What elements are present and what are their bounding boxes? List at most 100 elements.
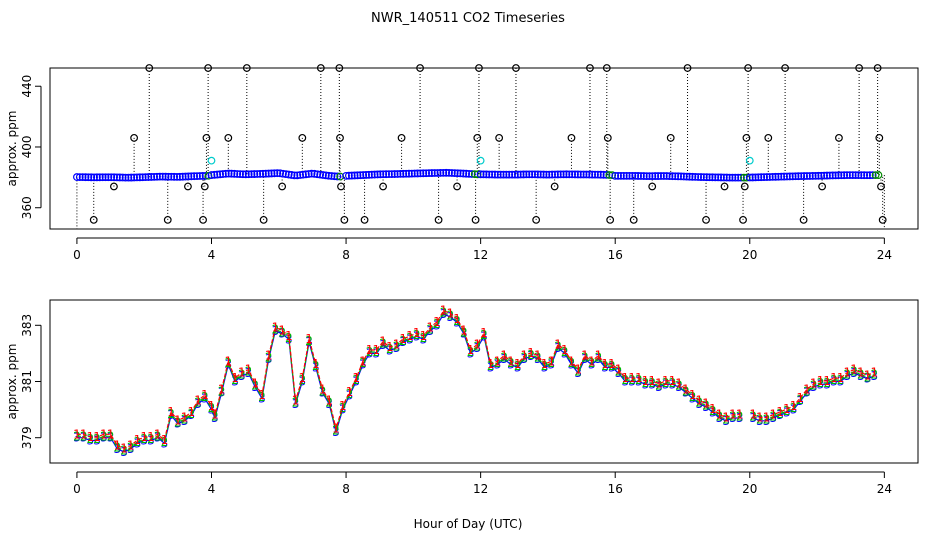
outlier-point <box>835 133 843 142</box>
series-1-point: 1 <box>642 374 650 388</box>
series-2-point: 2 <box>796 393 804 407</box>
data-point <box>78 173 87 182</box>
series-1-point: 1 <box>621 371 629 385</box>
series-1-point: 1 <box>113 439 121 453</box>
series-1-point: 1 <box>648 374 656 388</box>
series-2-point: 2 <box>783 404 791 418</box>
data-point <box>754 173 763 182</box>
data-point <box>104 173 113 182</box>
series-3-point: 3 <box>319 386 327 400</box>
outlier-point <box>434 215 443 224</box>
data-point <box>173 172 181 181</box>
series-1-point: 1 <box>850 363 858 377</box>
series-2-point: 2 <box>154 429 162 443</box>
data-point <box>107 173 116 182</box>
data-point <box>783 172 791 181</box>
series-2-point: 2 <box>850 365 858 379</box>
series-1-point: 1 <box>521 349 529 363</box>
series-1-point: 1 <box>763 410 771 424</box>
outlier-point <box>875 133 884 142</box>
series-2-point: 2 <box>194 396 202 410</box>
data-point <box>473 170 482 179</box>
data-point <box>73 173 81 181</box>
series-2-point: 2 <box>810 379 818 393</box>
x-tick-label: 0 <box>73 482 81 496</box>
data-point <box>273 169 282 178</box>
data-point <box>416 169 425 178</box>
series-1-point: 1 <box>140 430 148 444</box>
data-point <box>651 172 660 180</box>
series-2-point: 2 <box>386 342 394 356</box>
series-1-point: 1 <box>830 371 838 385</box>
x-tick-label: 16 <box>608 482 623 496</box>
series-2-point: 2 <box>352 373 360 387</box>
outlier-point <box>242 64 251 72</box>
data-point <box>805 172 814 180</box>
series-2-point: 2 <box>393 339 401 353</box>
series-2-point: 2 <box>547 356 555 370</box>
data-point <box>290 171 299 180</box>
data-point <box>379 170 388 179</box>
data-point <box>299 170 307 179</box>
data-point <box>719 173 728 182</box>
outlier-point <box>606 215 615 224</box>
data-point <box>264 169 273 178</box>
series-3-point: 3 <box>467 346 475 360</box>
data-point <box>367 170 376 179</box>
data-point <box>150 172 159 181</box>
series-2-point: 2 <box>181 412 189 426</box>
series-1-point: 1 <box>803 382 811 396</box>
data-point <box>164 172 173 181</box>
series-1-point: 1 <box>420 329 428 343</box>
series-2-point: 2 <box>554 339 562 353</box>
data-point <box>485 170 494 179</box>
series-1-point: 1 <box>245 363 253 377</box>
series-3-point: 3 <box>494 358 502 372</box>
outlier-point <box>145 64 154 72</box>
data-point <box>184 172 193 181</box>
outlier-point <box>764 133 773 142</box>
series-2-point: 2 <box>716 410 724 424</box>
data-point <box>611 171 620 180</box>
series-1-point: 1 <box>487 357 495 371</box>
data-point <box>247 170 256 179</box>
data-point <box>167 172 176 181</box>
data-point <box>800 172 809 180</box>
data-point <box>582 170 591 179</box>
data-point <box>631 171 640 180</box>
data-point <box>433 169 442 177</box>
x-tick-label: 16 <box>608 248 623 262</box>
series-2-point: 2 <box>238 367 246 381</box>
data-point <box>717 173 725 182</box>
series-1-point: 1 <box>366 343 374 357</box>
data-point <box>857 171 866 180</box>
series-3-point: 3 <box>366 346 374 360</box>
series-3-point: 3 <box>689 391 697 405</box>
data-point <box>808 172 817 180</box>
x-tick-label: 12 <box>473 482 488 496</box>
series-3-point: 3 <box>749 411 757 425</box>
data-point <box>588 170 597 179</box>
data-point <box>522 170 531 179</box>
data-point <box>345 171 353 180</box>
data-point <box>436 169 445 177</box>
data-point <box>407 169 416 178</box>
flagged-point <box>476 156 485 165</box>
data-point <box>155 172 164 181</box>
series-2-point: 2 <box>292 396 300 410</box>
series-3-point: 3 <box>80 431 88 445</box>
data-point <box>639 172 648 180</box>
series-3-point: 3 <box>113 442 121 456</box>
data-point <box>110 173 118 182</box>
data-point <box>101 173 110 182</box>
data-point <box>336 172 345 181</box>
series-1-point: 1 <box>494 354 502 368</box>
series-1-point: 1 <box>669 374 677 388</box>
series-1-point: 1 <box>87 430 95 444</box>
data-point <box>244 170 253 179</box>
series-1-point: 1 <box>507 354 515 368</box>
series-1-point: 1 <box>776 405 784 419</box>
data-point <box>121 173 130 182</box>
series-2-point: 2 <box>208 401 216 415</box>
data-point <box>562 170 571 179</box>
